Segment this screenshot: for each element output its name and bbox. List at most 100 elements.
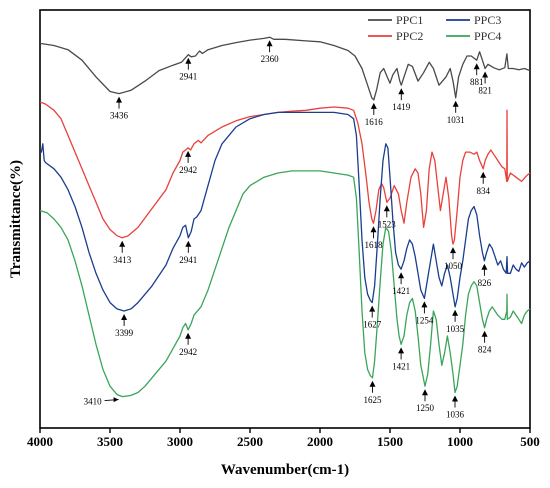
peak-annotation: 3413	[113, 240, 132, 265]
peak-annotation: 1523	[378, 205, 397, 229]
legend: PPC1 PPC3 PPC2 PPC4	[368, 13, 501, 43]
peak-annotation: 1031	[447, 100, 465, 125]
peak-annotation: 1250	[416, 389, 435, 413]
peak-annotation: 3410	[84, 397, 119, 407]
annotation-arrow-head	[421, 301, 428, 308]
annotation-label: 2942	[179, 165, 197, 175]
annotation-label: 826	[478, 278, 492, 288]
annotation-label: 1036	[446, 410, 465, 420]
peak-annotation: 1627	[363, 305, 382, 330]
peak-annotation: 1421	[392, 347, 410, 371]
annotation-label: 1031	[447, 115, 465, 125]
annotation-arrow-head	[452, 395, 458, 402]
peak-annotation: 1036	[446, 395, 465, 420]
annotation-label: 821	[478, 86, 492, 96]
annotation-label: 1035	[446, 324, 465, 334]
annotation-label: 1421	[392, 286, 410, 296]
peak-annotation: 881	[470, 63, 484, 87]
legend-label-ppc1: PPC1	[396, 13, 423, 27]
peak-annotation: 1419	[392, 88, 411, 112]
x-tick-label: 2500	[237, 434, 263, 449]
annotation-arrow-head	[481, 263, 488, 270]
peak-annotation: 2941	[179, 240, 197, 265]
peak-annotation: 3399	[115, 314, 134, 338]
annotation-arrow-head	[398, 272, 405, 279]
peak-annotation: 1254	[415, 301, 434, 325]
annotation-arrow-head	[370, 102, 377, 109]
annotation-label: 3413	[113, 255, 132, 265]
x-tick-label: 1000	[447, 434, 473, 449]
annotation-arrow-head	[113, 397, 119, 403]
annotation-arrow-head	[481, 330, 488, 337]
peak-annotation: 1421	[392, 272, 410, 296]
annotation-arrow-head	[398, 88, 405, 95]
annotation-arrow-head	[370, 226, 377, 233]
annotation-arrow-head	[482, 71, 489, 78]
annotation-label: 1421	[392, 361, 410, 371]
annotation-label: 2360	[261, 54, 280, 64]
x-tick-label: 3500	[97, 434, 123, 449]
annotation-arrow-head	[116, 96, 122, 103]
annotation-label: 1050	[444, 261, 463, 271]
x-tick-label: 3000	[167, 434, 193, 449]
annotation-label: 2942	[179, 347, 197, 357]
annotation-label: 1419	[392, 102, 411, 112]
annotation-arrow-head	[266, 40, 273, 47]
peak-annotation: 2942	[179, 332, 197, 357]
x-tick-label: 4000	[27, 434, 53, 449]
annotation-arrow-head	[450, 247, 456, 254]
annotation-label: 1625	[364, 395, 383, 405]
peak-annotation: 2942	[179, 150, 197, 175]
peak-annotation: 824	[478, 330, 492, 355]
peak-annotation: 826	[478, 263, 492, 288]
peak-annotation: 2941	[179, 57, 197, 82]
annotation-label: 824	[478, 345, 492, 355]
peak-annotation: 2360	[261, 40, 280, 64]
annotation-label: 1250	[416, 403, 435, 413]
series-line-ppc2	[39, 101, 531, 245]
annotation-label: 1254	[415, 315, 434, 325]
x-tick-label: 1500	[377, 434, 403, 449]
annotation-label: 2941	[179, 255, 197, 265]
peak-annotation: 834	[476, 171, 490, 196]
annotation-arrow-head	[369, 380, 376, 387]
annotation-arrow-head	[398, 347, 405, 354]
annotation-arrow-head	[185, 240, 192, 247]
x-tick-label: 500	[520, 434, 540, 449]
annotation-arrow-head	[185, 332, 192, 339]
annotation-label: 2941	[179, 72, 197, 82]
peak-annotation: 1050	[444, 247, 463, 271]
annotation-arrow-head	[369, 305, 376, 312]
series-curves	[39, 36, 531, 398]
x-tick-label: 2000	[307, 434, 333, 449]
annotation-label: 1523	[378, 219, 397, 229]
annotation-arrow-head	[185, 150, 192, 157]
annotation-arrow-head	[480, 171, 487, 178]
annotation-label: 1627	[363, 320, 382, 330]
x-axis-ticks: 4000 3500 3000 2500 2000 1500 1000 500	[27, 428, 540, 449]
annotation-arrow-head	[119, 240, 126, 247]
annotation-arrow-head	[185, 57, 192, 64]
legend-label-ppc2: PPC2	[396, 29, 423, 43]
legend-label-ppc3: PPC3	[474, 13, 501, 27]
annotation-label: 3436	[110, 111, 129, 121]
legend-label-ppc4: PPC4	[474, 29, 501, 43]
peak-annotation: 3436	[110, 96, 129, 121]
annotation-label: 3399	[115, 328, 134, 338]
plot-frame	[39, 9, 531, 429]
annotation-label: 881	[470, 77, 484, 87]
series-line-ppc1	[39, 36, 531, 101]
annotation-arrow-head	[121, 314, 128, 320]
annotation-arrow-head	[473, 63, 480, 70]
y-axis-title: Transmittance(%)	[8, 160, 24, 278]
peak-annotation: 1625	[364, 380, 383, 405]
annotation-label: 1618	[365, 240, 384, 250]
peak-annotation: 821	[478, 71, 492, 96]
peak-annotation: 1618	[365, 226, 384, 250]
annotation-arrow-head	[452, 100, 459, 107]
series-line-ppc3	[40, 111, 531, 312]
peak-annotation: 1616	[365, 102, 384, 127]
annotation-label: 1616	[365, 117, 384, 127]
